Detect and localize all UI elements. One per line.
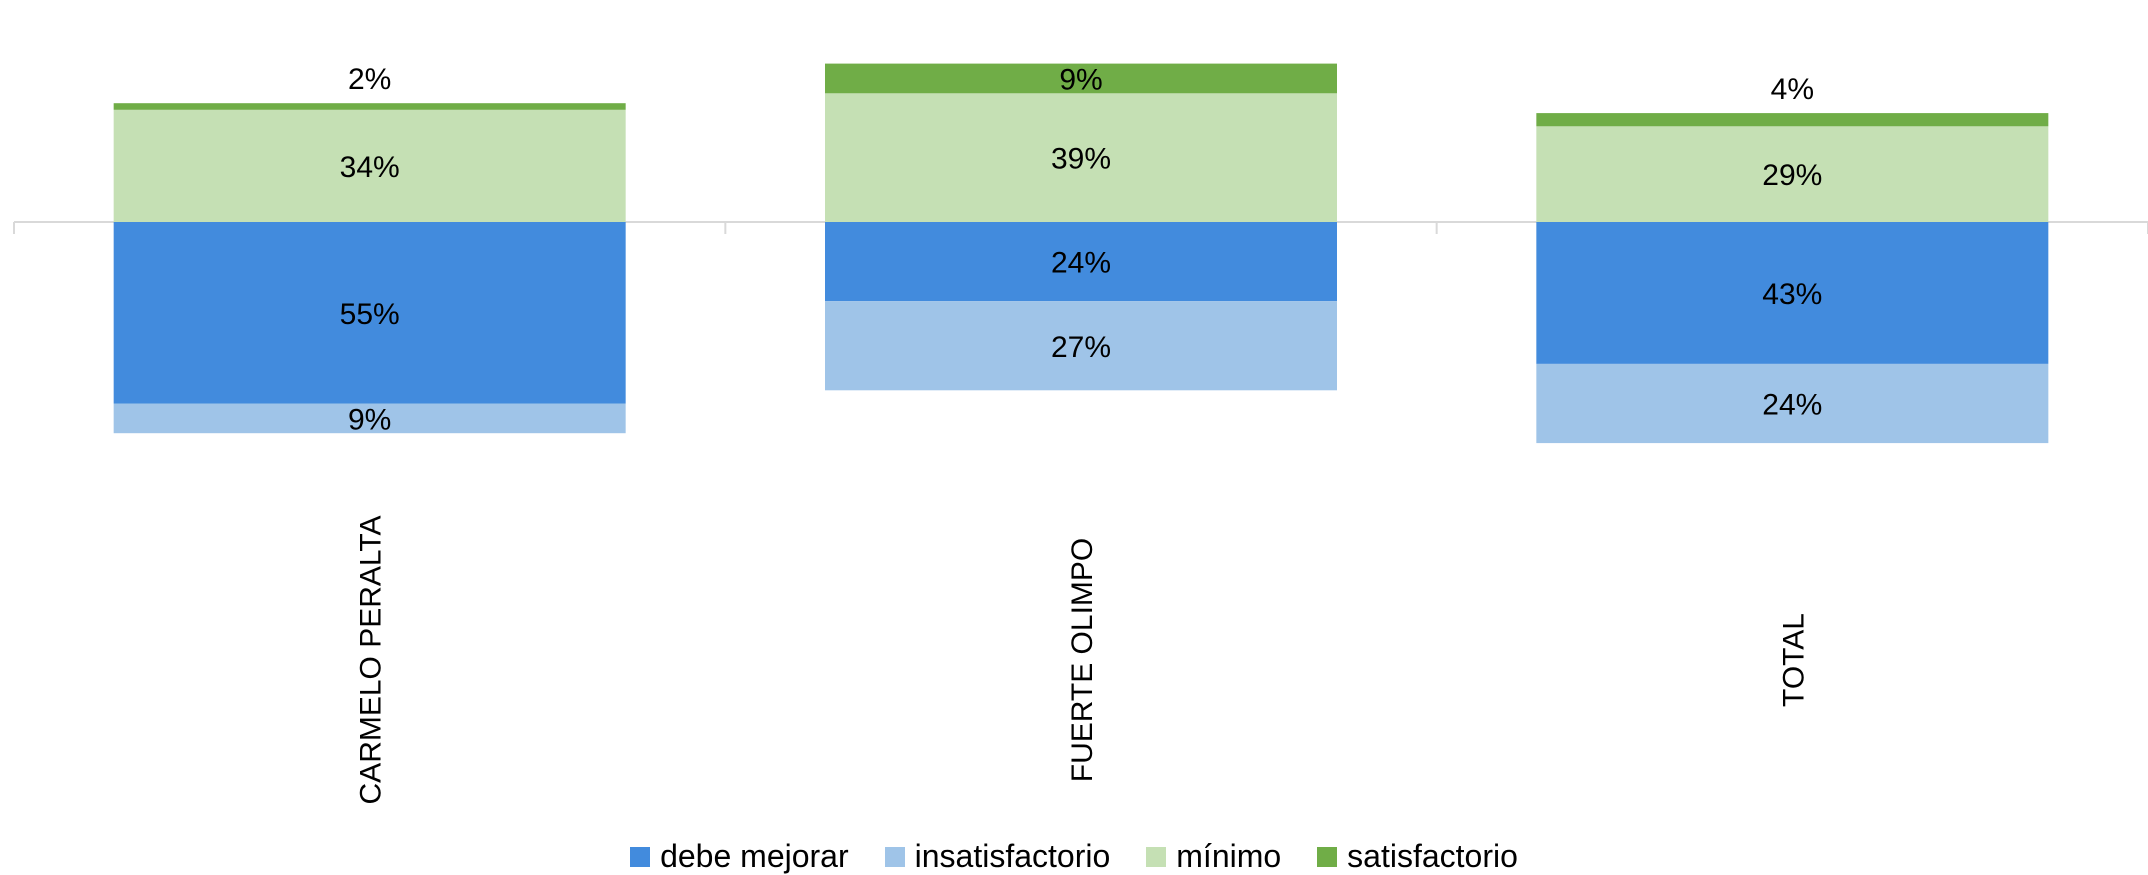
category-label: TOTAL: [1777, 613, 1810, 707]
chart: 55% 9% 34% 2% CARMELO PERALTA 24% 27% 39% 9% FUER…: [13, 63, 2148, 805]
bar-segment: [1536, 222, 2049, 364]
legend-swatch: [1146, 846, 1167, 867]
legend-label: mínimo: [1176, 838, 1282, 874]
legend-label: insatisfactorio: [914, 838, 1111, 874]
bar-segment: [113, 222, 626, 404]
bar-segment: [825, 63, 1337, 94]
bar-segment: [1536, 113, 2049, 127]
legend-item: insatisfactorio: [884, 838, 1111, 875]
bar-segment: [113, 103, 626, 110]
data-label: 9%: [1059, 63, 1102, 96]
bar-segment: [825, 222, 1337, 302]
legend-label: debe mejorar: [660, 838, 849, 874]
data-label: 24%: [1051, 247, 1111, 280]
legend-item: satisfactorio: [1317, 838, 1518, 875]
data-label: 27%: [1051, 331, 1111, 364]
legend-swatch: [630, 846, 651, 867]
data-label: 39%: [1051, 143, 1111, 176]
data-label: 24%: [1762, 389, 1822, 422]
bar-segment: [1536, 126, 2049, 222]
bar-segment: [825, 301, 1337, 391]
data-label: 55%: [340, 298, 400, 331]
bar-segment: [1536, 363, 2049, 444]
data-label: 2%: [348, 63, 391, 96]
bar-segment: [825, 93, 1337, 222]
category-label: CARMELO PERALTA: [355, 516, 388, 805]
legend-swatch: [1317, 846, 1338, 867]
data-label: 4%: [1771, 73, 1814, 106]
category-label: FUERTE OLIMPO: [1066, 538, 1099, 782]
legend-label: satisfactorio: [1347, 838, 1518, 874]
data-label: 34%: [340, 151, 400, 184]
bar-segment: [113, 109, 626, 222]
legend: debe mejorar insatisfactorio mínimo satisfa…: [0, 838, 2148, 875]
data-label: 9%: [348, 403, 391, 436]
bar-segment: [113, 403, 626, 434]
legend-swatch: [884, 846, 905, 867]
legend-item: mínimo: [1146, 838, 1281, 875]
legend-item: debe mejorar: [630, 838, 849, 875]
data-label: 29%: [1762, 159, 1822, 192]
data-label: 43%: [1762, 278, 1822, 311]
